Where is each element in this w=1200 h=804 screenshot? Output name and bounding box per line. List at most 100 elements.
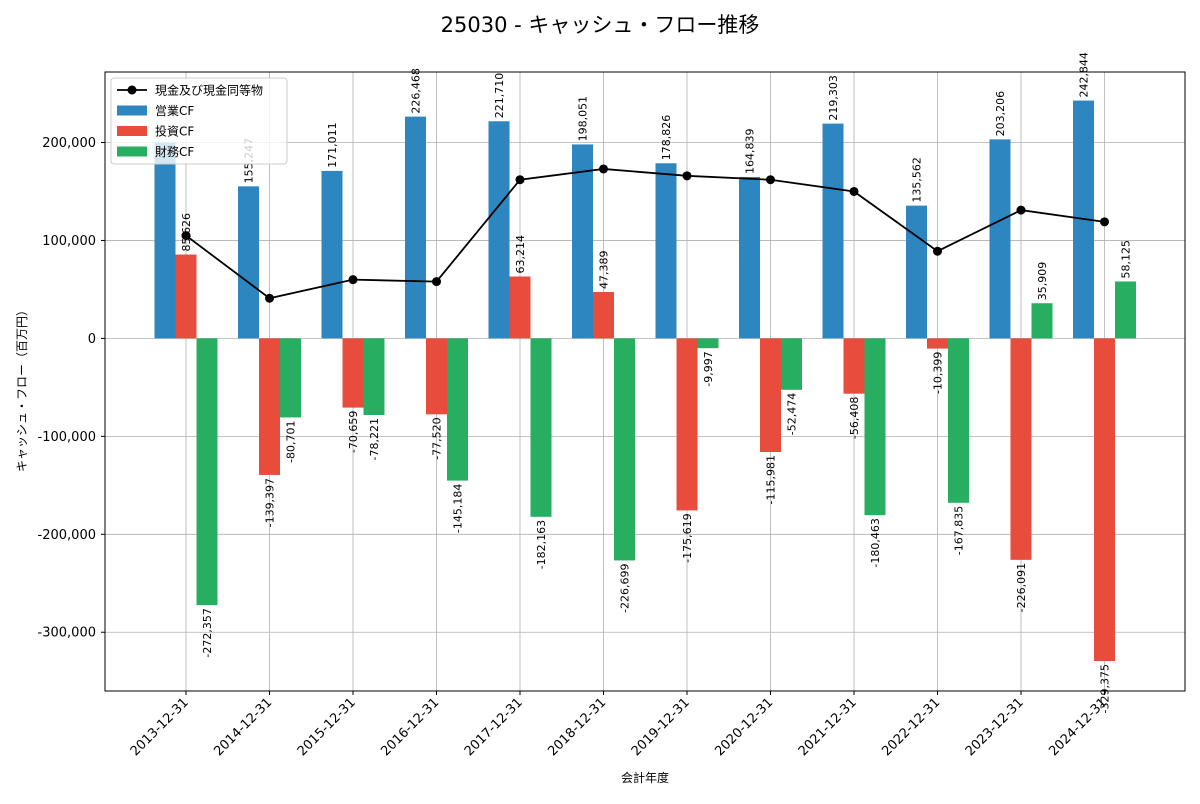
x-tick-label: 2020-12-31 bbox=[712, 695, 776, 759]
bar-value-label: 242,844 bbox=[1078, 52, 1091, 98]
y-tick-label: -300,000 bbox=[38, 626, 96, 641]
line-layer bbox=[181, 164, 1109, 303]
bar-value-label: 226,468 bbox=[410, 68, 423, 114]
bar-investing-cf bbox=[760, 338, 781, 453]
y-tick-label: 0 bbox=[88, 332, 96, 347]
bar-investing-cf bbox=[426, 338, 447, 415]
chart-title: 25030 - キャッシュ・フロー推移 bbox=[441, 13, 760, 37]
bar-value-label: 198,051 bbox=[577, 96, 590, 142]
bar-financing-cf bbox=[1115, 281, 1136, 339]
cash-point bbox=[348, 275, 358, 285]
x-tick-label: 2019-12-31 bbox=[629, 695, 693, 759]
bar-value-label: 135,562 bbox=[911, 157, 924, 203]
bar-value-label: 63,214 bbox=[514, 235, 527, 274]
bar-value-label: -167,835 bbox=[953, 506, 966, 555]
bar-value-label: -80,701 bbox=[285, 420, 298, 462]
bar-value-label: -9,997 bbox=[702, 351, 715, 386]
bar-operating-cf bbox=[739, 176, 760, 339]
bar-value-label: -182,163 bbox=[535, 520, 548, 569]
bar-financing-cf bbox=[280, 338, 301, 418]
bar-value-label: -226,699 bbox=[619, 563, 632, 612]
cash-line bbox=[185, 168, 1105, 300]
cash-point bbox=[181, 231, 191, 241]
cash-point bbox=[682, 171, 692, 181]
bar-value-label: 35,909 bbox=[1036, 262, 1049, 301]
legend-label: 現金及び現金同等物 bbox=[155, 83, 263, 98]
bar-operating-cf bbox=[655, 163, 677, 339]
legend-label: 営業CF bbox=[155, 104, 194, 118]
bar-value-label: -226,091 bbox=[1015, 563, 1028, 612]
bar-value-label: 164,839 bbox=[744, 128, 757, 174]
cash-point bbox=[1016, 205, 1026, 215]
bar-value-label: -139,397 bbox=[264, 478, 277, 527]
bar-operating-cf bbox=[488, 121, 510, 339]
bar-value-label: -329,375 bbox=[1099, 664, 1112, 713]
bar-investing-cf bbox=[1094, 338, 1115, 662]
x-tick-label: 2015-12-31 bbox=[295, 695, 359, 759]
bar-value-label: 203,206 bbox=[994, 91, 1007, 137]
legend-swatch bbox=[117, 146, 147, 157]
bar-value-label: 58,125 bbox=[1120, 240, 1133, 279]
bar-value-label: -115,981 bbox=[765, 455, 778, 504]
bar-layer bbox=[154, 100, 1136, 662]
legend-swatch bbox=[117, 105, 147, 116]
cash-point bbox=[515, 175, 525, 185]
cash-point bbox=[432, 277, 441, 287]
bar-operating-cf bbox=[906, 205, 927, 339]
bar-financing-cf bbox=[363, 338, 385, 416]
bar-investing-cf bbox=[927, 338, 948, 349]
cash-point bbox=[766, 175, 775, 185]
bar-financing-cf bbox=[1031, 303, 1053, 339]
bar-value-label: 178,826 bbox=[660, 115, 673, 161]
bar-financing-cf bbox=[864, 338, 886, 516]
cash-point bbox=[849, 186, 859, 196]
bar-operating-cf bbox=[989, 139, 1011, 339]
cash-point bbox=[1100, 217, 1109, 227]
bar-value-label: -10,399 bbox=[932, 352, 945, 394]
bar-value-label: -77,520 bbox=[431, 417, 444, 459]
y-axis-label: キャッシュ・フロー（百万円） bbox=[15, 304, 29, 472]
bar-investing-cf bbox=[593, 291, 614, 339]
x-axis-label: 会計年度 bbox=[621, 770, 669, 785]
cash-point bbox=[933, 246, 942, 256]
bar-value-label: 47,389 bbox=[598, 250, 611, 289]
x-tick-label: 2021-12-31 bbox=[796, 695, 860, 759]
x-tick-label: 2017-12-31 bbox=[462, 695, 526, 759]
bar-financing-cf bbox=[447, 338, 468, 481]
bar-value-label: 221,710 bbox=[493, 73, 506, 119]
x-tick-label: 2016-12-31 bbox=[378, 695, 442, 759]
bar-financing-cf bbox=[948, 338, 969, 503]
bar-financing-cf bbox=[614, 338, 635, 561]
cash-point bbox=[599, 164, 608, 174]
bar-investing-cf bbox=[342, 338, 364, 408]
x-tick-label: 2022-12-31 bbox=[879, 695, 943, 759]
bar-value-label: 219,303 bbox=[827, 75, 840, 121]
bar-operating-cf bbox=[822, 123, 844, 339]
bar-investing-cf bbox=[1010, 338, 1032, 560]
bar-value-label: 171,011 bbox=[326, 122, 339, 168]
bar-financing-cf bbox=[697, 338, 719, 349]
bar-operating-cf bbox=[321, 170, 343, 339]
bar-investing-cf bbox=[843, 338, 865, 394]
x-tick-label: 2013-12-31 bbox=[128, 695, 192, 759]
bar-financing-cf bbox=[196, 338, 218, 606]
legend-label: 財務CF bbox=[155, 144, 194, 159]
bar-investing-cf bbox=[259, 338, 280, 475]
bar-investing-cf bbox=[509, 276, 531, 339]
plot-frame bbox=[104, 71, 1186, 692]
bar-value-label: -272,357 bbox=[201, 608, 214, 657]
bar-operating-cf bbox=[238, 186, 259, 339]
cash-point bbox=[265, 293, 274, 303]
x-tick-label: 2014-12-31 bbox=[211, 695, 275, 759]
x-tick-label: 2018-12-31 bbox=[545, 695, 609, 759]
bar-financing-cf bbox=[781, 338, 802, 390]
bar-financing-cf bbox=[530, 338, 552, 517]
bar-value-label: 85,626 bbox=[180, 213, 193, 252]
bar-value-label: -78,221 bbox=[368, 418, 381, 460]
bar-value-label: -175,619 bbox=[681, 513, 694, 562]
bar-value-label: -70,659 bbox=[347, 411, 360, 453]
bar-operating-cf bbox=[154, 142, 176, 339]
y-tick-label: -200,000 bbox=[38, 528, 96, 543]
